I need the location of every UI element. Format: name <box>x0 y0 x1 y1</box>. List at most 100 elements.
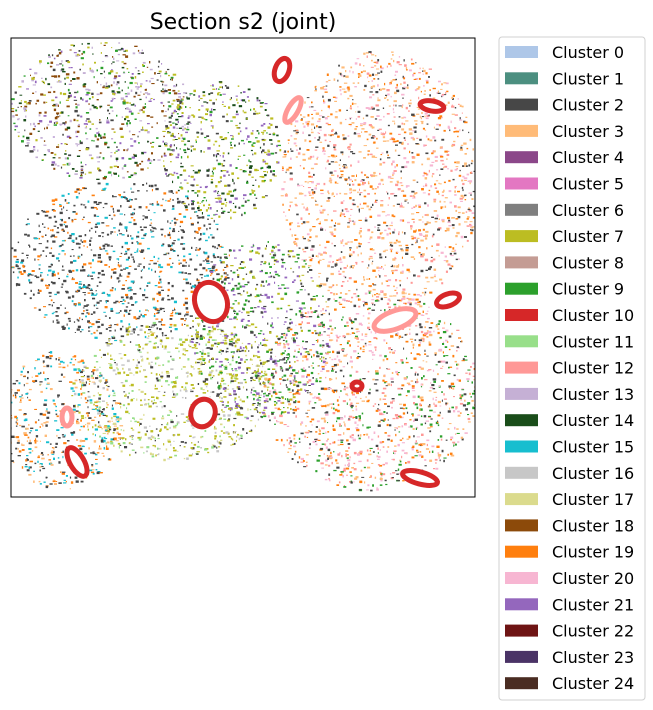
cluster-point <box>462 182 465 186</box>
cluster-point <box>186 371 189 373</box>
cluster-point <box>157 346 159 349</box>
cluster-point <box>357 160 360 163</box>
cluster-point <box>395 70 398 73</box>
cluster-point <box>230 265 234 267</box>
cluster-point <box>324 91 328 93</box>
cluster-point <box>418 72 421 74</box>
cluster-point <box>113 93 116 96</box>
cluster-point <box>236 98 238 101</box>
cluster-point <box>169 153 172 156</box>
cluster-point <box>328 197 330 200</box>
cluster-point <box>133 140 137 143</box>
cluster-point <box>99 332 103 335</box>
cluster-point <box>106 119 110 122</box>
cluster-point <box>248 173 251 176</box>
cluster-point <box>31 270 35 272</box>
cluster-point <box>87 275 90 277</box>
cluster-point <box>314 126 316 129</box>
cluster-point <box>17 106 19 108</box>
cluster-point <box>219 417 221 420</box>
cluster-point <box>200 387 203 390</box>
cluster-point <box>235 341 239 344</box>
cluster-point <box>84 173 87 175</box>
cluster-point <box>168 326 172 328</box>
cluster-point <box>342 256 346 259</box>
cluster-point <box>29 132 33 135</box>
cluster-point <box>205 209 208 212</box>
cluster-point <box>396 265 400 267</box>
cluster-point <box>238 395 240 398</box>
cluster-point <box>144 288 146 292</box>
cluster-point <box>349 266 351 269</box>
cluster-point <box>130 213 134 216</box>
cluster-point <box>135 364 139 367</box>
cluster-point <box>387 93 390 96</box>
cluster-point <box>153 262 157 265</box>
cluster-point <box>232 370 234 372</box>
cluster-point <box>400 248 403 250</box>
cluster-point <box>257 356 261 359</box>
cluster-point <box>433 198 437 201</box>
cluster-point <box>73 99 78 101</box>
cluster-point <box>124 214 126 216</box>
cluster-point <box>96 132 99 134</box>
cluster-point <box>322 86 326 88</box>
cluster-point <box>141 49 143 52</box>
cluster-point <box>378 269 380 272</box>
cluster-point <box>226 336 228 339</box>
cluster-point <box>129 453 131 457</box>
cluster-point <box>255 391 257 393</box>
cluster-point <box>180 343 182 345</box>
cluster-point <box>393 285 395 288</box>
cluster-point <box>221 164 223 167</box>
cluster-point <box>431 175 433 178</box>
cluster-point <box>221 331 225 333</box>
cluster-point <box>306 97 310 99</box>
cluster-point <box>345 166 348 169</box>
cluster-point <box>300 312 303 314</box>
cluster-point <box>160 102 163 104</box>
cluster-point <box>407 84 409 87</box>
cluster-point <box>384 249 388 251</box>
cluster-point <box>83 284 85 287</box>
cluster-point <box>451 113 455 115</box>
cluster-point <box>191 246 193 249</box>
cluster-point <box>454 114 458 116</box>
cluster-point <box>445 91 447 94</box>
cluster-point <box>116 60 120 62</box>
cluster-point <box>397 182 399 184</box>
cluster-point <box>233 336 236 339</box>
cluster-point <box>186 324 189 327</box>
cluster-point <box>137 431 141 434</box>
cluster-point <box>100 66 104 70</box>
cluster-point <box>334 161 338 163</box>
cluster-point <box>402 104 404 107</box>
cluster-point <box>201 352 204 355</box>
cluster-point <box>386 280 389 282</box>
cluster-point <box>167 244 171 246</box>
cluster-point <box>342 239 344 242</box>
cluster-point <box>81 386 83 388</box>
cluster-point <box>118 419 120 422</box>
cluster-point <box>209 99 212 102</box>
cluster-point <box>188 264 190 267</box>
cluster-point <box>311 175 313 178</box>
cluster-point <box>17 118 20 121</box>
cluster-point <box>298 310 302 313</box>
cluster-point <box>106 402 108 404</box>
cluster-point <box>401 143 404 145</box>
cluster-point <box>416 241 418 243</box>
cluster-point <box>237 433 240 436</box>
cluster-point <box>202 349 204 353</box>
cluster-point <box>372 203 374 206</box>
cluster-point <box>360 252 362 255</box>
cluster-point <box>453 252 457 255</box>
cluster-point <box>197 441 199 443</box>
cluster-point <box>161 385 163 387</box>
cluster-point <box>228 249 232 252</box>
cluster-point <box>259 359 262 362</box>
cluster-point <box>165 337 170 340</box>
cluster-point <box>193 285 196 289</box>
cluster-point <box>139 287 142 290</box>
cluster-point <box>372 94 375 96</box>
